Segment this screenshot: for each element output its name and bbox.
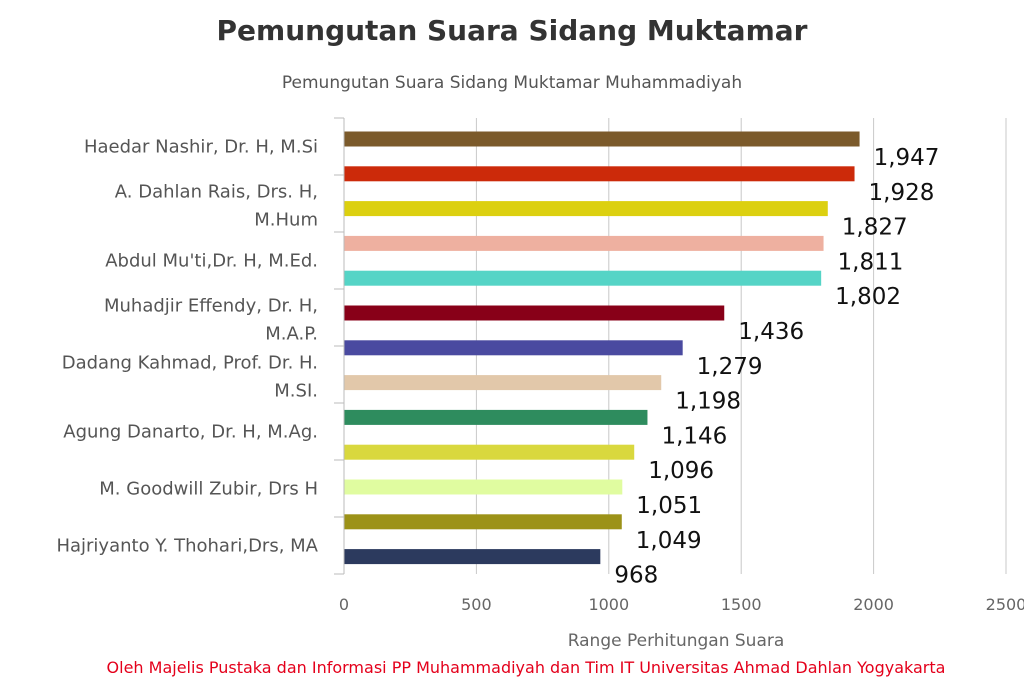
data-labels: 1,947 1,928 1,827 1,811 1,802 1,436 1,279 1,198… (614, 145, 939, 589)
category-label: A. Dahlan Rais, Drs. H, M.Hum (115, 182, 318, 231)
x-tick-label: 2000 (853, 595, 894, 614)
category-label: Muhadjir Effendy, Dr. H, M.A.P. (104, 296, 318, 345)
chart-title: Pemungutan Suara Sidang Muktamar (216, 14, 808, 47)
bar (344, 201, 828, 217)
bars (344, 131, 860, 565)
bar (344, 166, 855, 182)
category-label: Hajriyanto Y. Thohari,Drs, MA (56, 536, 318, 557)
data-label: 1,279 (697, 354, 763, 380)
bar (344, 549, 601, 565)
category-label-line: Muhadjir Effendy, Dr. H, (104, 296, 318, 317)
data-label: 1,096 (648, 458, 714, 484)
data-label: 1,811 (838, 249, 904, 275)
data-label: 1,827 (842, 215, 908, 241)
x-tick-label: 1000 (588, 595, 629, 614)
data-label: 1,146 (661, 423, 727, 449)
category-label: Abdul Mu'ti,Dr. H, M.Ed. (105, 251, 318, 272)
bar (344, 409, 648, 425)
axes: 0 500 1000 1500 2000 2500 Haedar Nashir, Dr. H… (56, 117, 1024, 614)
category-label: Dadang Kahmad, Prof. Dr. H. M.SI. (62, 353, 318, 402)
bar (344, 375, 662, 391)
x-tick-label: 1500 (721, 595, 762, 614)
bar (344, 514, 622, 530)
data-label: 1,198 (675, 389, 741, 415)
x-tick-label: 0 (339, 595, 349, 614)
bar (344, 270, 822, 286)
bar (344, 340, 683, 356)
bar (344, 479, 623, 495)
category-label-line: M.A.P. (265, 324, 318, 345)
bar (344, 235, 824, 251)
bar (344, 305, 725, 321)
data-label: 1,436 (738, 319, 804, 345)
x-tick-label: 2500 (986, 595, 1024, 614)
category-label-line: A. Dahlan Rais, Drs. H, (115, 182, 318, 203)
category-label: M. Goodwill Zubir, Drs H (99, 479, 318, 500)
category-label-line: M.Hum (254, 210, 318, 231)
bar (344, 444, 635, 460)
data-label: 968 (614, 563, 658, 589)
category-label-line: M.SI. (274, 381, 318, 402)
data-label: 1,802 (835, 284, 901, 310)
data-label: 1,928 (869, 180, 935, 206)
category-label: Haedar Nashir, Dr. H, M.Si (84, 137, 318, 158)
chart-subtitle: Pemungutan Suara Sidang Muktamar Muhamma… (281, 73, 743, 93)
data-label: 1,947 (874, 145, 940, 171)
data-label: 1,049 (636, 528, 702, 554)
x-tick-label: 500 (461, 595, 492, 614)
footer-credit: Oleh Majelis Pustaka dan Informasi PP Mu… (106, 658, 946, 677)
category-label: Agung Danarto, Dr. H, M.Ag. (63, 422, 318, 443)
x-axis-title: Range Perhitungan Suara (568, 631, 785, 651)
bar (344, 131, 860, 147)
data-label: 1,051 (636, 493, 702, 519)
category-label-line: Dadang Kahmad, Prof. Dr. H. (62, 353, 318, 374)
